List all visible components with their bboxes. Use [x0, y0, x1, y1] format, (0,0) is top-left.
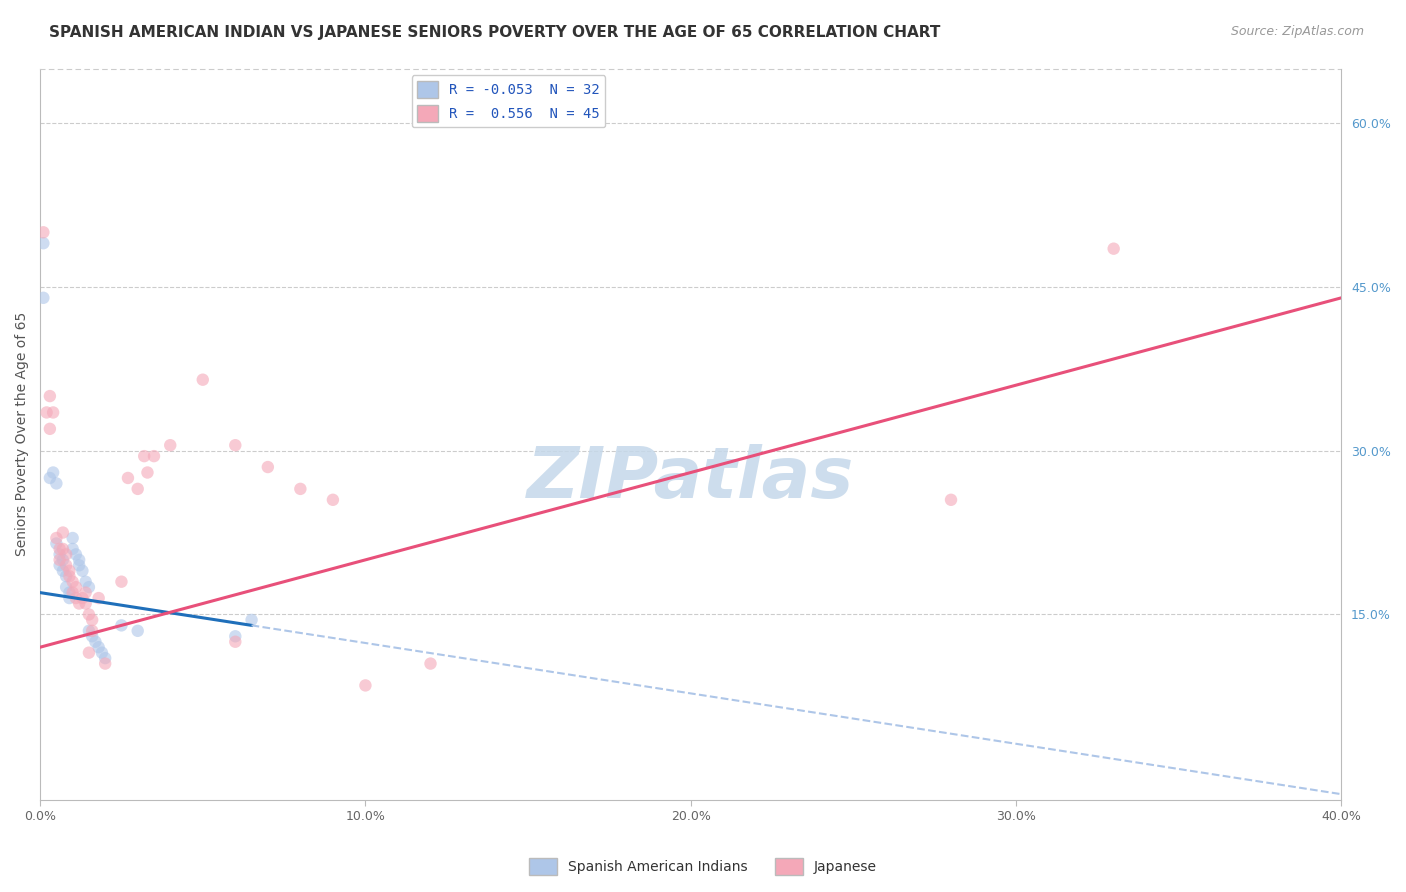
Point	[322, 492, 344, 507]
Text: ZIPatlas: ZIPatlas	[527, 443, 855, 513]
Point	[77, 607, 100, 622]
Point	[82, 629, 104, 643]
Point	[55, 580, 77, 594]
Point	[90, 646, 112, 660]
Point	[62, 541, 84, 556]
Point	[65, 580, 87, 594]
Point	[42, 405, 65, 419]
Point	[75, 574, 97, 589]
Point	[354, 678, 377, 692]
Point	[67, 597, 90, 611]
Point	[72, 564, 94, 578]
Point	[62, 574, 84, 589]
Y-axis label: Seniors Poverty Over the Age of 65: Seniors Poverty Over the Age of 65	[15, 312, 30, 557]
Point	[62, 585, 84, 599]
Point	[82, 624, 104, 638]
Point	[55, 569, 77, 583]
Point	[143, 449, 166, 463]
Point	[52, 525, 75, 540]
Point	[110, 574, 132, 589]
Point	[32, 291, 55, 305]
Point	[290, 482, 312, 496]
Point	[52, 564, 75, 578]
Point	[45, 531, 67, 545]
Point	[32, 236, 55, 251]
Point	[55, 548, 77, 562]
Point	[87, 640, 110, 655]
Legend: R = -0.053  N = 32, R =  0.556  N = 45: R = -0.053 N = 32, R = 0.556 N = 45	[412, 76, 606, 128]
Point	[134, 449, 156, 463]
Point	[48, 548, 70, 562]
Point	[58, 585, 80, 599]
Point	[117, 471, 139, 485]
Point	[159, 438, 181, 452]
Point	[84, 634, 107, 648]
Point	[45, 536, 67, 550]
Point	[52, 541, 75, 556]
Point	[419, 657, 441, 671]
Point	[256, 460, 278, 475]
Point	[191, 373, 214, 387]
Point	[38, 471, 60, 485]
Point	[75, 597, 97, 611]
Point	[224, 634, 246, 648]
Point	[224, 629, 246, 643]
Point	[77, 580, 100, 594]
Point	[87, 591, 110, 605]
Text: SPANISH AMERICAN INDIAN VS JAPANESE SENIORS POVERTY OVER THE AGE OF 65 CORRELATI: SPANISH AMERICAN INDIAN VS JAPANESE SENI…	[49, 25, 941, 40]
Point	[48, 541, 70, 556]
Text: Source: ZipAtlas.com: Source: ZipAtlas.com	[1230, 25, 1364, 38]
Point	[136, 466, 159, 480]
Point	[77, 646, 100, 660]
Point	[110, 618, 132, 632]
Legend: Spanish American Indians, Japanese: Spanish American Indians, Japanese	[523, 853, 883, 880]
Point	[48, 558, 70, 573]
Point	[38, 422, 60, 436]
Point	[67, 553, 90, 567]
Point	[94, 651, 117, 665]
Point	[35, 405, 58, 419]
Point	[939, 492, 962, 507]
Point	[58, 569, 80, 583]
Point	[82, 613, 104, 627]
Point	[127, 624, 149, 638]
Point	[77, 624, 100, 638]
Point	[127, 482, 149, 496]
Point	[65, 591, 87, 605]
Point	[1102, 242, 1125, 256]
Point	[55, 558, 77, 573]
Point	[75, 585, 97, 599]
Point	[58, 564, 80, 578]
Point	[72, 591, 94, 605]
Point	[48, 553, 70, 567]
Point	[58, 591, 80, 605]
Point	[65, 548, 87, 562]
Point	[42, 466, 65, 480]
Point	[32, 225, 55, 239]
Point	[52, 553, 75, 567]
Point	[94, 657, 117, 671]
Point	[67, 558, 90, 573]
Point	[224, 438, 246, 452]
Point	[45, 476, 67, 491]
Point	[240, 613, 263, 627]
Point	[38, 389, 60, 403]
Point	[62, 531, 84, 545]
